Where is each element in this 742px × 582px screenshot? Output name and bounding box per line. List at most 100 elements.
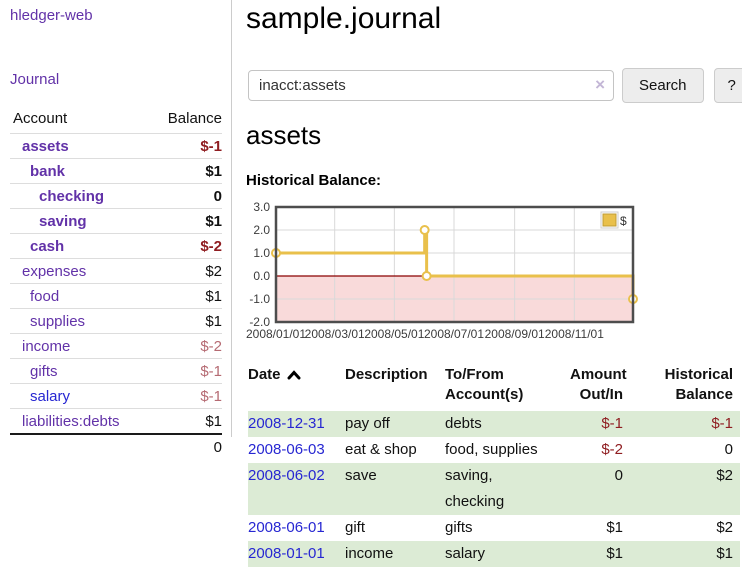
account-balance: $-2 — [200, 337, 222, 355]
chart-x-tick-label: 2008/09/01 — [485, 327, 545, 341]
account-link-income[interactable]: income — [22, 337, 71, 355]
account-row: income $-2 — [10, 333, 222, 359]
transaction-accounts: salary — [445, 545, 486, 562]
register-row: 2008-01-01 income salary $1 $1 — [248, 541, 740, 567]
chart-x-tick-label: 2008/11/01 — [545, 327, 604, 341]
search-input-wrap: × — [248, 68, 614, 103]
register-header-balance: Historical Balance — [664, 366, 733, 403]
account-link-salary[interactable]: salary — [30, 387, 71, 405]
chart-x-tick-label: 2008/01/01 — [246, 327, 306, 341]
chart-x-tick-label: 2008/03/01 — [305, 327, 365, 341]
account-row: supplies $1 — [10, 308, 222, 334]
transaction-description: income — [345, 545, 394, 562]
chart-title: Historical Balance: — [246, 172, 382, 189]
account-link-checking[interactable]: checking — [39, 187, 105, 205]
app-title-link[interactable]: hledger-web — [10, 7, 93, 24]
account-balance: 0 — [213, 187, 222, 205]
search-input[interactable] — [248, 70, 614, 101]
historical-balance-chart: 3.0 2.0 1.0 0.0 -1.0 -2.02008/01/012008/03/01… — [246, 200, 638, 341]
account-row: food $1 — [10, 283, 222, 309]
help-button[interactable]: ? — [713, 68, 742, 103]
account-balance: $-1 — [200, 362, 222, 380]
account-link-expenses[interactable]: expenses — [22, 262, 87, 280]
transaction-accounts: saving, checking — [445, 467, 505, 510]
accounts-header-account: Account — [13, 110, 68, 127]
chart-x-tick-label: 2008/07/01 — [424, 327, 484, 341]
clear-search-icon[interactable]: × — [595, 75, 605, 94]
transaction-balance: 0 — [724, 441, 733, 458]
transaction-accounts: gifts — [445, 519, 473, 536]
register-header-accounts: To/From Account(s) — [445, 366, 524, 403]
transaction-description: save — [345, 467, 377, 484]
account-row: gifts $-1 — [10, 358, 222, 384]
accounts-header-row: Account Balance — [10, 106, 222, 134]
legend-label: $ — [620, 214, 627, 228]
register-header-amount: Amount Out/In — [570, 366, 627, 403]
transaction-balance: $2 — [716, 467, 733, 484]
account-link-assets[interactable]: assets — [22, 137, 69, 155]
page-title: sample.journal — [246, 2, 442, 35]
account-row: bank $1 — [10, 158, 222, 184]
register-header-date[interactable]: Date — [248, 362, 345, 411]
account-row: salary $-1 — [10, 383, 222, 409]
transaction-date-link[interactable]: 2008-06-02 — [248, 467, 325, 484]
search-form: × Search ? — [248, 68, 742, 103]
balance-data-point — [419, 225, 430, 235]
chart-y-tick-label: 0.0 — [253, 269, 270, 283]
account-row: assets $-1 — [10, 133, 222, 159]
transaction-description: pay off — [345, 415, 390, 432]
account-link-gifts[interactable]: gifts — [30, 362, 58, 380]
transaction-accounts: food, supplies — [445, 441, 538, 458]
account-balance: $-2 — [200, 237, 222, 255]
balance-data-point — [421, 271, 432, 281]
account-link-supplies[interactable]: supplies — [30, 312, 86, 330]
account-row: expenses $2 — [10, 258, 222, 284]
account-balance: $2 — [205, 262, 222, 280]
sort-ascending-icon — [287, 370, 301, 380]
chart-y-tick-label: 1.0 — [253, 246, 270, 260]
account-balance: $1 — [205, 212, 222, 230]
transaction-description: eat & shop — [345, 441, 417, 458]
accounts-total-row: 0 — [10, 434, 222, 459]
account-row: checking 0 — [10, 183, 222, 209]
transaction-balance: $-1 — [711, 415, 733, 432]
account-balance: $1 — [205, 312, 222, 330]
chart-y-tick-label: 2.0 — [253, 223, 270, 237]
register-header-row: Date Description To/From Account(s) Amou… — [248, 362, 740, 411]
account-link-liabilities-debts[interactable]: liabilities:debts — [22, 412, 120, 430]
account-row: saving $1 — [10, 208, 222, 234]
account-link-food[interactable]: food — [30, 287, 60, 305]
register-row: 2008-06-03 eat & shop food, supplies $-2… — [248, 437, 740, 463]
sidebar-item-journal[interactable]: Journal — [10, 71, 60, 88]
register-table: Date Description To/From Account(s) Amou… — [248, 362, 740, 567]
transaction-balance: $2 — [716, 519, 733, 536]
transaction-date-link[interactable]: 2008-06-01 — [248, 519, 325, 536]
register-row: 2008-06-02 save saving, checking 0 $2 — [248, 463, 740, 515]
account-heading: assets — [246, 120, 322, 150]
transaction-amount: $1 — [606, 545, 623, 562]
transaction-date-link[interactable]: 2008-12-31 — [248, 415, 325, 432]
accounts-header-balance: Balance — [167, 110, 222, 127]
transaction-amount: $1 — [606, 519, 623, 536]
account-row: liabilities:debts $1 — [10, 408, 222, 435]
chart-y-tick-label: -2.0 — [249, 315, 270, 329]
account-link-bank[interactable]: bank — [30, 162, 66, 180]
chart-y-tick-label: -1.0 — [249, 292, 270, 306]
transaction-date-link[interactable]: 2008-01-01 — [248, 545, 325, 562]
transaction-balance: $1 — [716, 545, 733, 562]
register-row: 2008-06-01 gift gifts $1 $2 — [248, 515, 740, 541]
sidebar-divider — [231, 0, 232, 437]
search-button[interactable]: Search — [622, 68, 704, 103]
transaction-accounts: debts — [445, 415, 482, 432]
account-link-saving[interactable]: saving — [39, 212, 87, 230]
register-header-description: Description — [345, 366, 428, 383]
accounts-balance-table: Account Balance assets $-1 bank $1 check… — [10, 106, 222, 459]
transaction-amount: $-1 — [601, 415, 623, 432]
account-link-cash[interactable]: cash — [30, 237, 65, 255]
account-balance: $1 — [205, 287, 222, 305]
account-balance: $1 — [205, 162, 222, 180]
transaction-date-link[interactable]: 2008-06-03 — [248, 441, 325, 458]
account-balance: $-1 — [200, 137, 222, 155]
chart-frame — [274, 205, 635, 324]
